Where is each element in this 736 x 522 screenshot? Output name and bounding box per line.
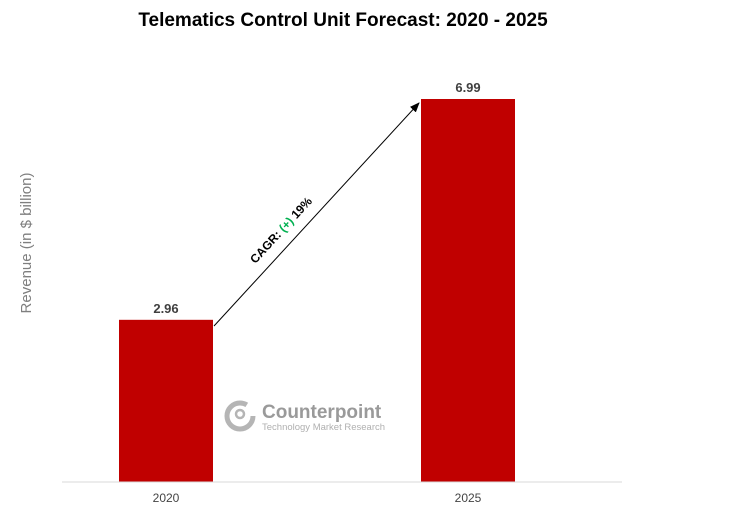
watermark-name: Counterpoint [262, 402, 382, 423]
cagr-arrow [213, 102, 420, 327]
x-tick-2025: 2025 [455, 491, 482, 505]
counterpoint-logo-icon [224, 400, 256, 432]
bars [119, 99, 515, 482]
watermark-tagline: Technology Market Research [262, 422, 385, 433]
x-tick-2020: 2020 [153, 491, 180, 505]
cagr-annotation: CAGR: (+) 19% [247, 194, 315, 266]
chart-title: Telematics Control Unit Forecast: 2020 -… [138, 10, 548, 31]
cagr-suffix: 19% [286, 194, 315, 224]
data-labels: 2.96 6.99 [153, 80, 480, 316]
y-axis-label: Revenue (in $ billion) [18, 173, 35, 314]
data-label-2025: 6.99 [455, 80, 480, 95]
x-tick-labels: 2020 2025 [153, 491, 482, 505]
watermark: Counterpoint Technology Market Research [224, 400, 385, 433]
cagr-prefix: CAGR: [247, 225, 286, 266]
bar-2020 [119, 319, 213, 482]
bar-2025 [421, 99, 515, 482]
data-label-2020: 2.96 [153, 301, 178, 316]
